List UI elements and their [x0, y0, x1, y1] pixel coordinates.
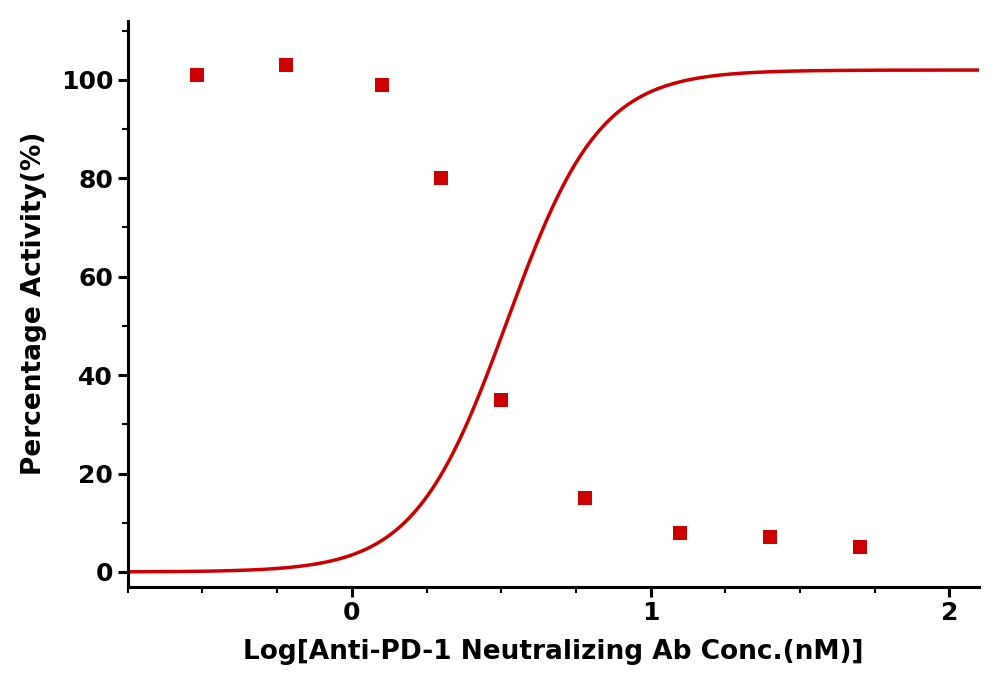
Point: [493, 394, 509, 405]
Point: [374, 80, 390, 91]
Point: [672, 527, 688, 538]
Y-axis label: Percentage Activity(%): Percentage Activity(%): [21, 132, 47, 475]
Point: [189, 69, 205, 80]
Point: [577, 493, 593, 504]
Point: [852, 542, 868, 553]
X-axis label: Log[Anti-PD-1 Neutralizing Ab Conc.(nM)]: Log[Anti-PD-1 Neutralizing Ab Conc.(nM)]: [243, 639, 864, 665]
Point: [762, 532, 778, 543]
Point: [433, 173, 449, 184]
Point: [278, 60, 294, 71]
